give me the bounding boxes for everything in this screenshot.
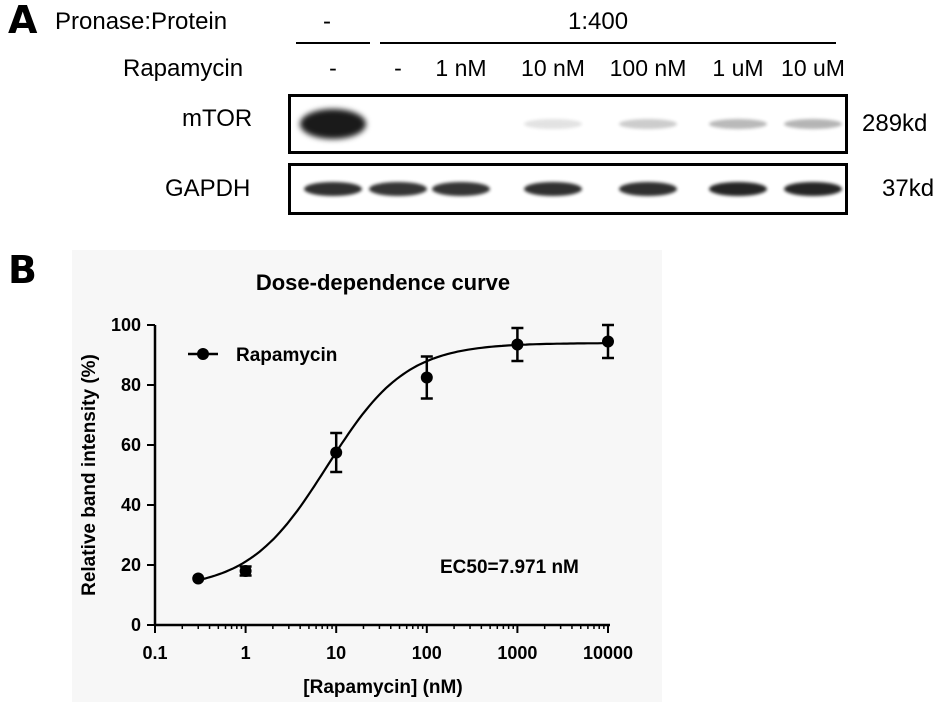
blot-band — [709, 119, 767, 129]
lane-label: 10 nM — [521, 55, 585, 81]
y-tick-label: 60 — [121, 435, 141, 455]
fit-curve-layer — [197, 342, 608, 582]
blot-band — [784, 119, 842, 129]
pronase-value-ratio: 1:400 — [568, 8, 629, 35]
chart-background — [72, 250, 662, 702]
lane-label: - — [329, 55, 337, 81]
x-tick-label: 10 — [326, 643, 346, 663]
blot-band — [300, 109, 366, 139]
y-tick-label: 20 — [121, 555, 141, 575]
y-tick-label: 40 — [121, 495, 141, 515]
data-point — [511, 338, 524, 351]
x-tick-label: 0.1 — [142, 643, 167, 663]
ec50-annotation: EC50=7.971 nM — [440, 557, 579, 578]
blot-band — [784, 182, 842, 196]
panel-b-letter: B — [8, 248, 37, 292]
x-tick-label: 100 — [412, 643, 442, 663]
pronase-value-control: - — [323, 8, 331, 35]
chart-axes: 0.1 1 10 100 1000 10000 0 20 40 60 80 100 — [111, 315, 633, 663]
lane-label: 1 uM — [712, 55, 764, 81]
y-axis-label: Relative band intensity (%) — [79, 354, 100, 596]
lane-label: 10 uM — [781, 55, 845, 81]
pronase-protein-label: Pronase:Protein — [55, 8, 228, 35]
x-tick-label: 10000 — [583, 643, 633, 663]
rapamycin-row-label: Rapamycin — [123, 55, 244, 82]
chart-title: Dose-dependence curve — [256, 270, 510, 295]
blot-band — [432, 182, 490, 196]
blot-band — [619, 182, 677, 196]
blot-label-mtor: mTOR — [182, 105, 253, 132]
data-points-layer — [192, 323, 614, 585]
panel-a-letter: A — [8, 0, 38, 42]
treatment-bracket-line — [380, 42, 836, 44]
lane-label: - — [394, 55, 402, 81]
y-tick-label: 0 — [131, 615, 141, 635]
data-point — [192, 572, 205, 585]
data-point — [602, 335, 614, 348]
fit-curve — [197, 342, 608, 582]
lane-label: 100 nM — [609, 55, 687, 81]
blot-band — [304, 182, 362, 196]
blot-label-gapdh: GAPDH — [165, 175, 251, 202]
legend-label: Rapamycin — [236, 345, 337, 366]
data-point — [330, 446, 343, 459]
blot-band — [524, 119, 582, 129]
data-point — [239, 565, 252, 577]
legend-marker — [197, 348, 209, 360]
blot-size-mtor: 289kd — [862, 110, 928, 137]
y-tick-label: 80 — [121, 375, 141, 395]
blot-band — [369, 182, 427, 196]
y-tick-label: 100 — [111, 315, 141, 335]
blot-band — [709, 182, 767, 196]
control-bracket-line — [296, 42, 370, 44]
mtor-blot — [288, 94, 848, 154]
blot-band — [524, 182, 582, 196]
x-tick-label: 1 — [241, 643, 251, 663]
data-point — [420, 371, 433, 384]
chart-legend: Rapamycin — [188, 345, 337, 366]
x-tick-label: 1000 — [497, 643, 537, 663]
gapdh-blot — [288, 163, 848, 215]
x-axis-label: [Rapamycin] (nM) — [303, 677, 462, 698]
lane-label: 1 nM — [435, 55, 487, 81]
blot-size-gapdh: 37kd — [882, 175, 935, 202]
blot-band — [619, 119, 677, 129]
